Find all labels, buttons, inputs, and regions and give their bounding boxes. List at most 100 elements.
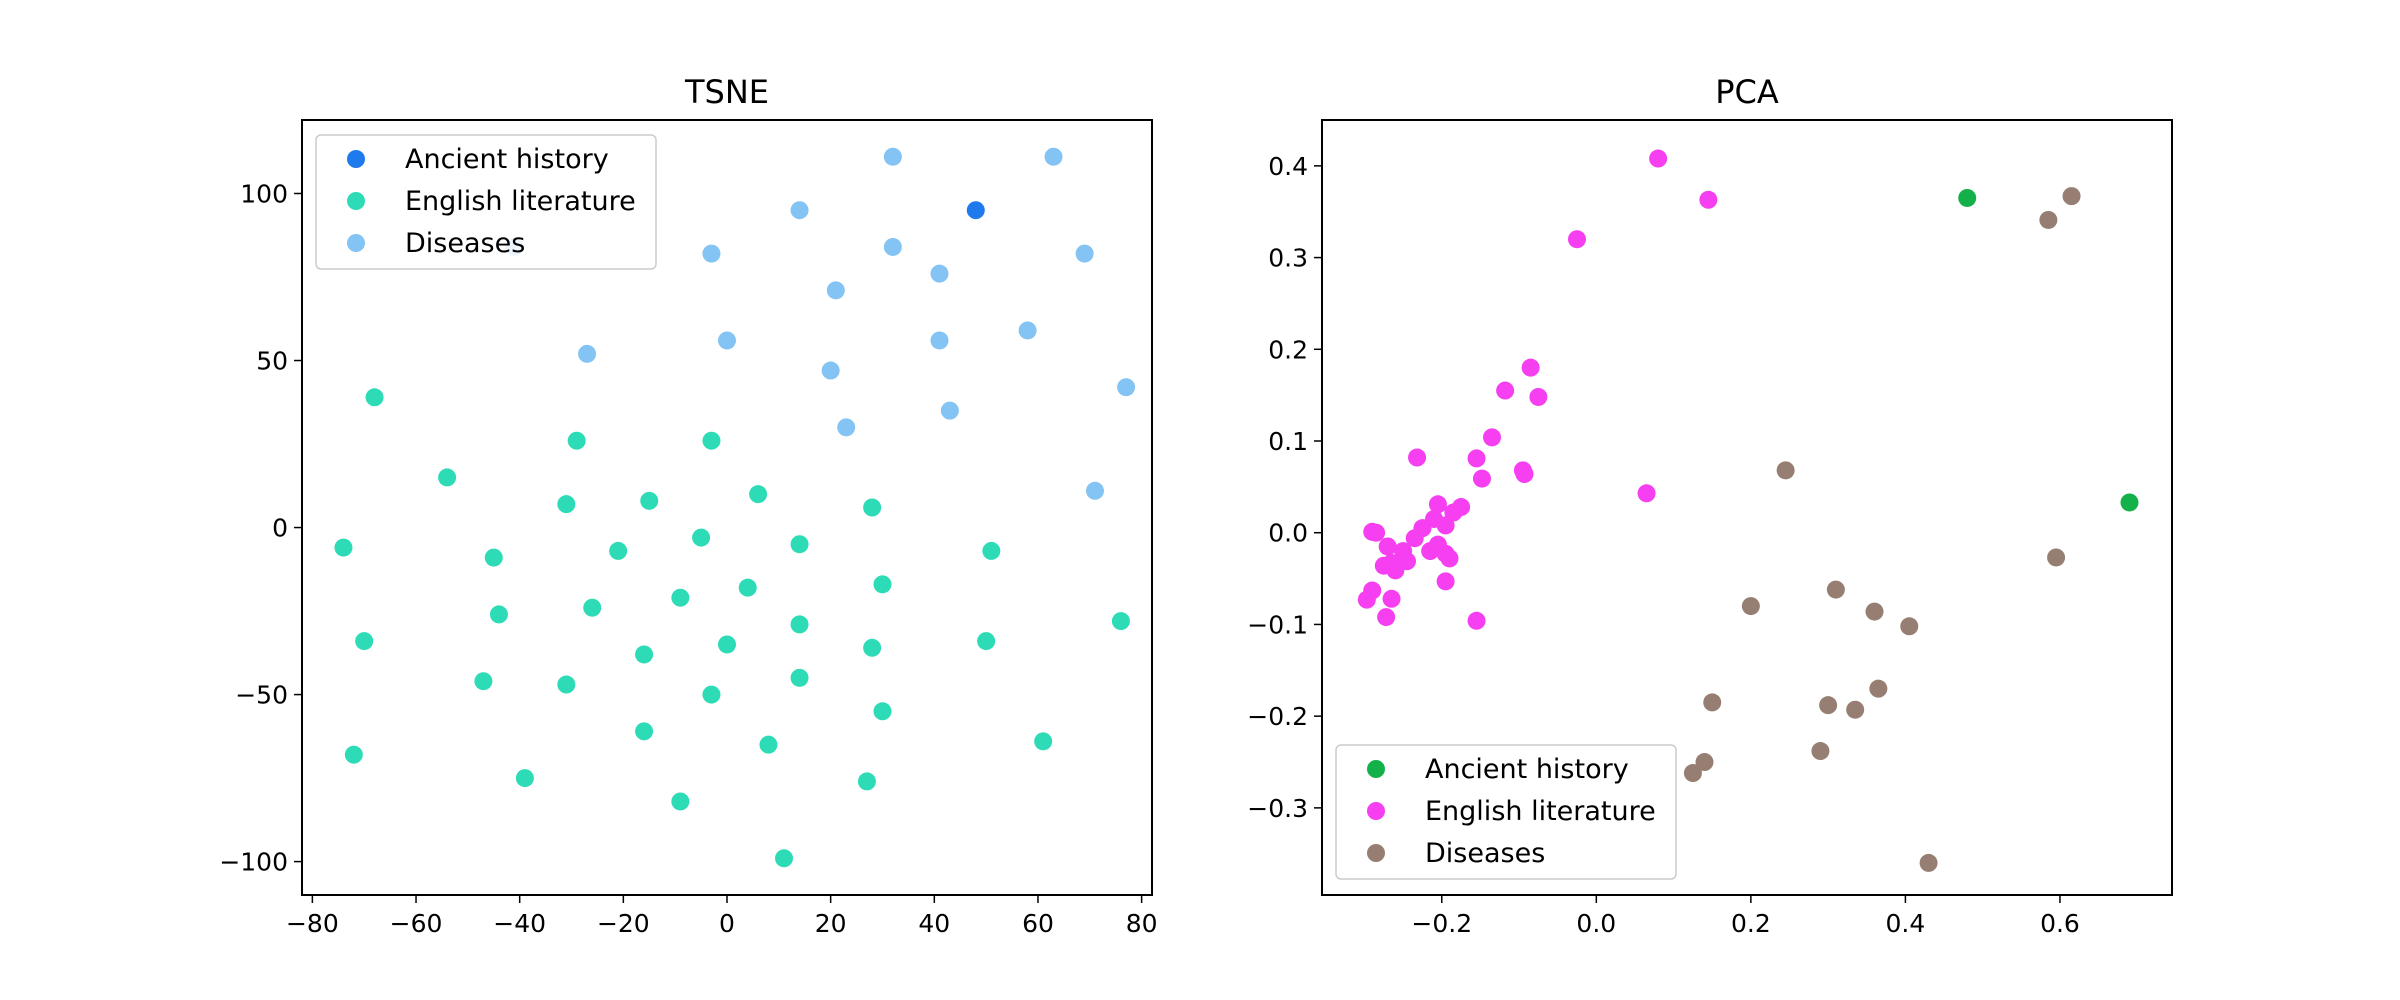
pca-legend: Ancient history English literature Disease… [1335,744,1677,880]
pca-point-2-15 [1919,853,1938,872]
tsne-xtick-label: −20 [597,909,650,938]
pca-point-1-9 [1408,448,1427,467]
tsne-point-2-2 [702,244,721,263]
tsne-point-1-3 [344,745,363,764]
pca-xtick-label: 0.0 [1576,909,1616,938]
pca-ticks: −0.2 0.0 0.2 0.4 0.6 −0.3 −0.2 −0.1 0.0 0.1 0.2 0.3… [1247,152,2080,938]
pca-point-2-8 [1703,693,1722,712]
pca-ytick-label: −0.1 [1247,610,1308,639]
tsne-legend-label: Ancient history [405,144,609,175]
pca-point-1-21 [1405,529,1424,548]
tsne-point-1-26 [775,849,794,868]
pca-point-1-27 [1440,549,1459,568]
tsne-point-2-10 [930,331,949,350]
tsne-point-1-16 [635,722,654,741]
tsne-legend-marker [347,192,365,210]
tsne-xtick-label: −60 [390,909,443,938]
pca-ytick-label: −0.2 [1247,702,1308,731]
tsne-point-2-1 [578,344,597,363]
tsne-ytick-label: 0 [272,514,288,543]
pca-point-2-2 [1776,461,1795,480]
pca-ytick-label: 0.2 [1268,335,1308,364]
tsne-point-2-17 [1117,378,1136,397]
tsne-point-2-3 [718,331,736,350]
tsne-ytick-label: 50 [256,347,288,376]
tsne-point-1-24 [749,485,768,504]
pca-point-1-11 [1515,465,1534,484]
pca-point-1-2 [1568,230,1586,249]
pca-point-2-1 [2039,210,2058,229]
tsne-point-2-13 [1018,321,1037,340]
tsne-point-1-31 [863,638,882,657]
pca-point-2-0 [2062,187,2081,206]
pca-point-1-3 [1521,358,1540,377]
tsne-point-1-10 [557,495,576,514]
tsne-point-2-4 [790,201,809,220]
pca-legend-box [1335,744,1677,880]
tsne-point-1-21 [702,685,721,704]
pca-point-1-13 [1428,495,1447,514]
pca-point-2-11 [1869,679,1888,698]
tsne-point-1-2 [355,632,374,651]
tsne-point-2-9 [883,237,902,256]
tsne-point-1-17 [671,588,690,607]
tsne-legend-box [315,134,657,270]
pca-point-1-6 [1483,428,1501,447]
pca-point-1-17 [1436,516,1455,535]
pca-xtick-label: 0.2 [1731,909,1771,938]
pca-point-1-0 [1649,149,1668,168]
tsne-title: TSNE [684,73,769,111]
tsne-xtick-label: 20 [815,909,847,938]
tsne-point-1-27 [790,535,809,554]
tsne-legend-label: Diseases [405,228,525,259]
tsne-point-2-11 [930,264,949,283]
tsne-plot-frame [301,119,1153,896]
tsne-point-1-15 [635,645,654,664]
tsne-point-1-30 [863,498,882,517]
tsne-xtick-label: −40 [493,909,546,938]
tsne-legend-label: English literature [405,186,636,217]
pca-point-2-4 [1826,580,1845,599]
pca-point-1-1 [1699,190,1718,209]
tsne-point-1-22 [718,635,736,654]
tsne-point-1-5 [484,548,503,567]
tsne-point-1-1 [334,538,353,557]
tsne-point-1-32 [857,772,876,791]
pca-ytick-label: 0.4 [1268,152,1308,181]
pca-point-1-15 [1452,498,1471,517]
tsne-point-2-16 [1085,481,1104,500]
tsne-legend-marker [347,150,365,168]
tsne-point-1-34 [873,702,892,721]
tsne-point-2-7 [837,418,856,437]
pca-point-2-12 [1811,742,1830,761]
tsne-point-2-6 [826,281,845,300]
pca-legend-marker [1367,760,1385,778]
tsne-point-1-0 [365,388,384,407]
pca-legend-label: Ancient history [1425,754,1629,785]
tsne-point-1-6 [489,605,508,624]
tsne-xtick-label: −80 [286,909,339,938]
pca-point-1-7 [1467,449,1486,468]
pca-point-1-4 [1529,387,1548,406]
tsne-panel: TSNE −80 −60 −40 −20 0 20 40 60 80−100−50050100 … [219,73,1157,938]
tsne-point-1-35 [982,541,1001,560]
tsne-point-2-8 [883,147,902,166]
tsne-point-2-5 [821,361,840,380]
pca-ytick-label: −0.3 [1247,794,1308,823]
pca-legend-marker [1367,802,1385,820]
tsne-point-1-9 [567,431,586,450]
pca-xtick-label: −0.2 [1411,909,1472,938]
tsne-xtick-label: 80 [1126,909,1158,938]
tsne-point-2-14 [1044,147,1063,166]
tsne-point-1-12 [557,675,576,694]
tsne-ticks: −80 −60 −40 −20 0 20 40 60 80 −100 −50 0 50 100 [219,179,1157,938]
tsne-point-0-0 [966,201,985,220]
tsne-point-1-23 [738,578,757,597]
pca-point-1-8 [1472,469,1491,488]
tsne-point-1-38 [1111,612,1130,631]
tsne-point-1-28 [790,615,809,634]
tsne-ytick-label: 100 [240,179,288,208]
tsne-point-1-11 [583,598,602,617]
tsne-point-1-7 [474,672,493,691]
